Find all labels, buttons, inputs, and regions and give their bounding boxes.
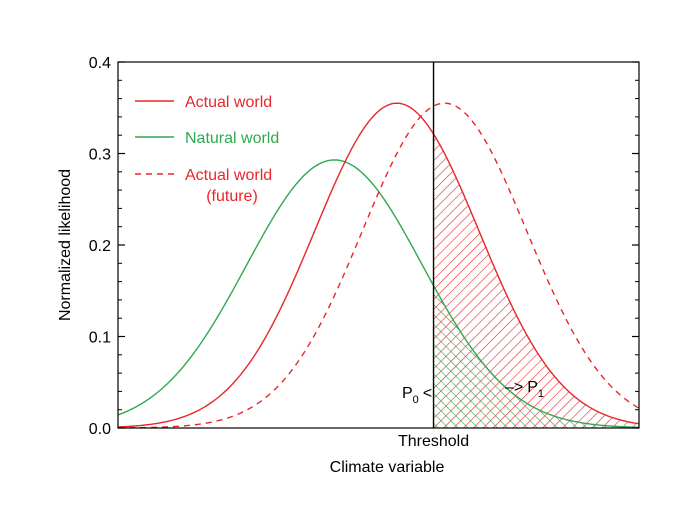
x-axis-label: Climate variable: [330, 459, 445, 476]
threshold-label: Threshold: [398, 433, 469, 450]
p1-letter: P: [527, 379, 538, 396]
y-tick-label: 0.3: [89, 147, 111, 164]
actual-exceedance-hatch: [433, 133, 639, 429]
legend-label-future-line1: Actual world: [185, 167, 272, 184]
y-tick-label: 0.1: [89, 330, 111, 347]
actual-world-curve: [117, 102, 640, 428]
p1-subscript: 1: [538, 388, 544, 400]
actual-world-future-curve: [117, 102, 640, 429]
legend-label-future-line2: (future): [206, 188, 258, 205]
p0-annotation: P0 <: [402, 385, 432, 406]
natural-exceedance-hatch: [433, 285, 639, 428]
p1-arrow: –>: [505, 379, 523, 396]
p0-subscript: 0: [413, 394, 419, 406]
y-tick-label: 0.4: [89, 55, 111, 72]
legend-label-natural: Natural world: [185, 130, 279, 147]
p0-letter: P: [402, 385, 413, 402]
natural-world-curve: [117, 159, 640, 429]
y-tick-label: 0.2: [89, 238, 111, 255]
y-axis: 0.0 0.1 0.2 0.3 0.4: [89, 55, 639, 438]
legend-label-actual: Actual world: [185, 94, 272, 111]
p0-arrow: <: [423, 385, 432, 402]
plot-frame: [117, 61, 640, 429]
p1-annotation: –> P1: [505, 379, 544, 400]
y-axis-label: Normalized likelihood: [57, 169, 74, 321]
y-tick-label: 0.0: [89, 421, 111, 438]
legend: Actual world Natural world Actual world …: [135, 94, 279, 205]
